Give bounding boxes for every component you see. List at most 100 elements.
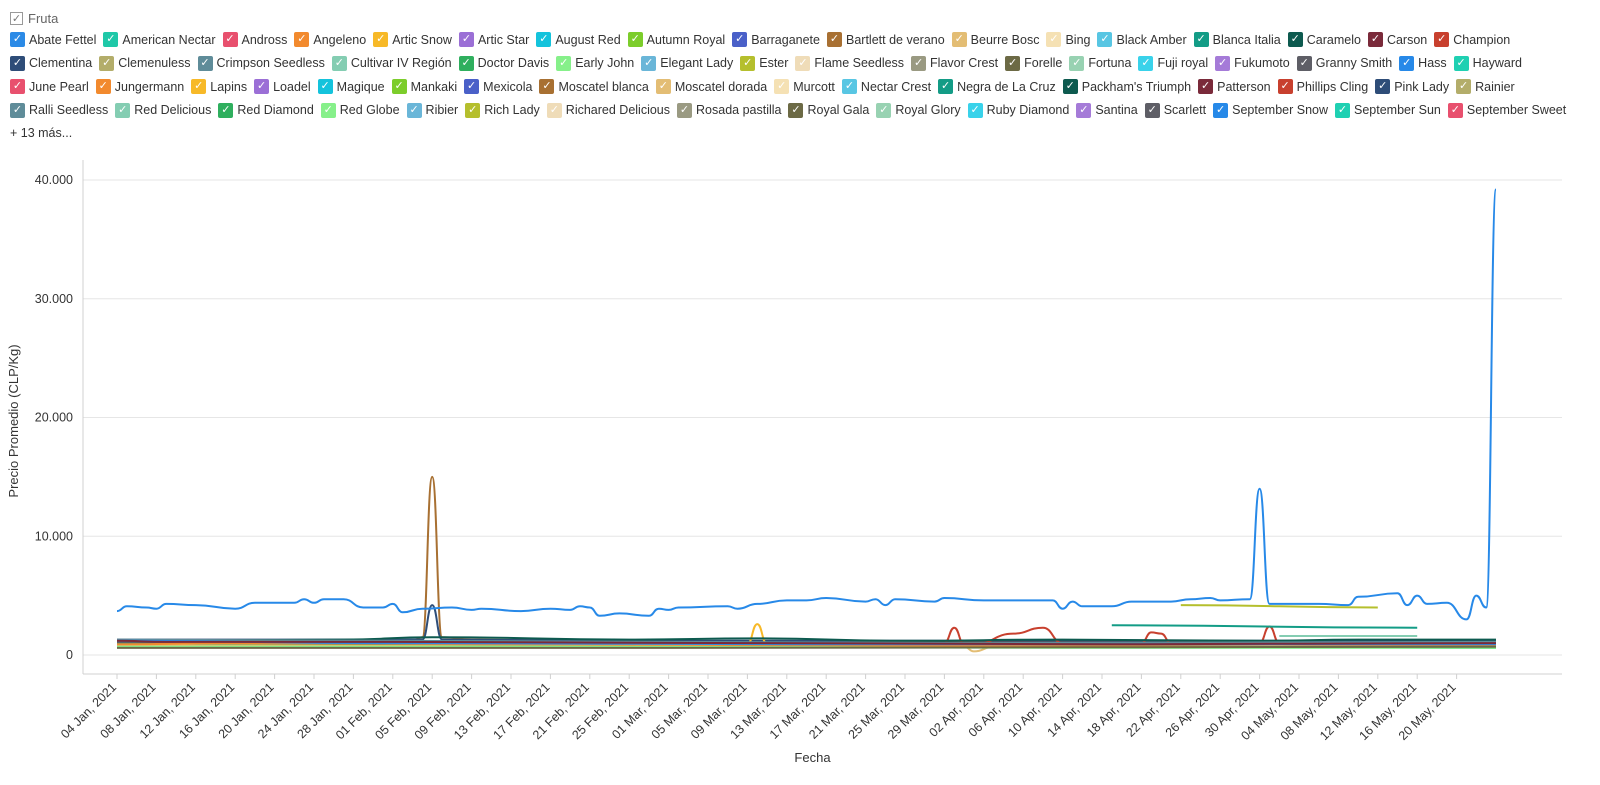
legend-item[interactable]: ✓ Forelle (1005, 52, 1062, 76)
legend-item[interactable]: ✓ September Snow (1213, 99, 1328, 123)
legend-checkbox-icon[interactable]: ✓ (1453, 55, 1469, 71)
legend-checkbox-icon[interactable]: ✓ (1434, 32, 1450, 48)
legend-item[interactable]: ✓ Hass (1399, 52, 1447, 76)
legend-checkbox-icon[interactable]: ✓ (1138, 55, 1154, 71)
legend-checkbox-icon[interactable]: ✓ (774, 79, 790, 95)
legend-checkbox-icon[interactable]: ✓ (115, 102, 131, 118)
legend-item[interactable]: ✓ Lapins (191, 75, 247, 99)
legend-item[interactable]: ✓ Negra de La Cruz (938, 75, 1056, 99)
legend-item[interactable]: ✓ Flame Seedless (795, 52, 904, 76)
legend-checkbox-icon[interactable]: ✓ (1005, 55, 1021, 71)
legend-item[interactable]: ✓ Crimpson Seedless (197, 52, 325, 76)
legend-checkbox-icon[interactable]: ✓ (458, 55, 474, 71)
legend-item[interactable]: ✓ Cultivar IV Región (331, 52, 452, 76)
legend-item[interactable]: ✓ Phillips Cling (1277, 75, 1368, 99)
legend-checkbox-icon[interactable]: ✓ (1335, 102, 1350, 118)
legend-item[interactable]: ✓ Packham's Triumph (1062, 75, 1191, 99)
legend-item[interactable]: ✓ Royal Glory (876, 99, 961, 123)
legend-checkbox-icon[interactable]: ✓ (1193, 32, 1209, 48)
legend-checkbox-icon[interactable]: ✓ (1215, 55, 1231, 71)
legend-checkbox-icon[interactable]: ✓ (1287, 32, 1303, 48)
legend-checkbox-icon[interactable]: ✓ (320, 102, 336, 118)
legend-item[interactable]: ✓ Ralli Seedless (10, 99, 108, 123)
legend-item[interactable]: ✓ Nectar Crest (841, 75, 931, 99)
legend-checkbox-icon[interactable]: ✓ (465, 102, 481, 118)
legend-item[interactable]: ✓ Pink Lady (1375, 75, 1449, 99)
legend-item[interactable]: ✓ June Pearl (10, 75, 89, 99)
legend-checkbox-icon[interactable]: ✓ (539, 79, 555, 95)
legend-checkbox-icon[interactable]: ✓ (197, 55, 213, 71)
legend-checkbox-icon[interactable]: ✓ (191, 79, 207, 95)
legend-checkbox-icon[interactable]: ✓ (795, 55, 811, 71)
legend-checkbox-icon[interactable]: ✓ (556, 55, 572, 71)
legend-item[interactable]: ✓ Hayward (1453, 52, 1522, 76)
legend-checkbox-icon[interactable]: ✓ (458, 32, 474, 48)
legend-item[interactable]: ✓ Red Diamond (218, 99, 314, 123)
legend-checkbox-icon[interactable]: ✓ (1277, 79, 1293, 95)
legend-item[interactable]: ✓ Mexicola (464, 75, 532, 99)
legend-select-all-checkbox-icon[interactable]: ✓ (10, 11, 23, 25)
legend-checkbox-icon[interactable]: ✓ (10, 55, 25, 71)
legend-checkbox-icon[interactable]: ✓ (876, 102, 892, 118)
legend-checkbox-icon[interactable]: ✓ (10, 32, 25, 48)
legend-checkbox-icon[interactable]: ✓ (1213, 102, 1229, 118)
legend-checkbox-icon[interactable]: ✓ (1375, 79, 1391, 95)
legend-item[interactable]: ✓ Granny Smith (1296, 52, 1392, 76)
legend-checkbox-icon[interactable]: ✓ (1296, 55, 1312, 71)
legend-item[interactable]: ✓ Fortuna (1069, 52, 1131, 76)
legend-checkbox-icon[interactable]: ✓ (294, 32, 310, 48)
legend-checkbox-icon[interactable]: ✓ (951, 32, 967, 48)
legend-item[interactable]: ✓ Flavor Crest (911, 52, 998, 76)
legend-item[interactable]: ✓ Murcott (774, 75, 835, 99)
legend-item[interactable]: ✓ Mankaki (391, 75, 457, 99)
legend-item[interactable]: ✓ Ruby Diamond (967, 99, 1069, 123)
legend-item[interactable]: ✓ Rosada pastilla (677, 99, 781, 123)
legend-item[interactable]: ✓ Clementina (10, 52, 92, 76)
legend-item[interactable]: ✓ Rainier (1456, 75, 1515, 99)
legend-checkbox-icon[interactable]: ✓ (218, 102, 234, 118)
legend-checkbox-icon[interactable]: ✓ (103, 32, 119, 48)
legend-item[interactable]: ✓ Blanca Italia (1193, 28, 1281, 52)
legend-item[interactable]: ✓ Doctor Davis (458, 52, 549, 76)
legend-item[interactable]: ✓ Andross (222, 28, 287, 52)
legend-item[interactable]: ✓ Royal Gala (788, 99, 869, 123)
legend-checkbox-icon[interactable]: ✓ (99, 55, 115, 71)
legend-header[interactable]: ✓ Fruta (10, 8, 1595, 28)
legend-item[interactable]: ✓ August Red (536, 28, 621, 52)
legend-checkbox-icon[interactable]: ✓ (740, 55, 756, 71)
legend-checkbox-icon[interactable]: ✓ (95, 79, 111, 95)
legend-item[interactable]: ✓ Magique (317, 75, 385, 99)
legend-item[interactable]: ✓ Artic Star (458, 28, 529, 52)
legend-item[interactable]: ✓ Fukumoto (1215, 52, 1290, 76)
legend-checkbox-icon[interactable]: ✓ (317, 79, 333, 95)
legend-item[interactable]: ✓ Elegant Lady (641, 52, 733, 76)
legend-checkbox-icon[interactable]: ✓ (1076, 102, 1092, 118)
legend-checkbox-icon[interactable]: ✓ (373, 32, 389, 48)
legend-checkbox-icon[interactable]: ✓ (732, 32, 748, 48)
legend-checkbox-icon[interactable]: ✓ (391, 79, 407, 95)
legend-item[interactable]: ✓ Santina (1076, 99, 1138, 123)
legend-more-link[interactable]: + 13 más... (10, 126, 73, 140)
legend-checkbox-icon[interactable]: ✓ (1198, 79, 1214, 95)
legend-item[interactable]: ✓ Bartlett de verano (827, 28, 945, 52)
legend-item[interactable]: ✓ Ribier (406, 99, 458, 123)
legend-item[interactable]: ✓ Moscatel blanca (539, 75, 649, 99)
legend-item[interactable]: ✓ September Sun (1335, 99, 1441, 123)
legend-item[interactable]: ✓ Autumn Royal (627, 28, 725, 52)
legend-checkbox-icon[interactable]: ✓ (10, 102, 25, 118)
legend-item[interactable]: ✓ Red Globe (320, 99, 400, 123)
legend-checkbox-icon[interactable]: ✓ (1144, 102, 1160, 118)
legend-item[interactable]: ✓ Early John (556, 52, 634, 76)
legend-item[interactable]: ✓ September Sweet (1447, 99, 1566, 123)
legend-item[interactable]: ✓ Bing (1046, 28, 1090, 52)
legend-item[interactable]: ✓ Ester (740, 52, 788, 76)
legend-item[interactable]: ✓ Red Delicious (115, 99, 211, 123)
legend-checkbox-icon[interactable]: ✓ (938, 79, 954, 95)
legend-checkbox-icon[interactable]: ✓ (677, 102, 693, 118)
legend-checkbox-icon[interactable]: ✓ (967, 102, 983, 118)
legend-checkbox-icon[interactable]: ✓ (254, 79, 270, 95)
legend-item[interactable]: ✓ Fuji royal (1138, 52, 1208, 76)
legend-checkbox-icon[interactable]: ✓ (1399, 55, 1415, 71)
legend-checkbox-icon[interactable]: ✓ (1069, 55, 1085, 71)
legend-checkbox-icon[interactable]: ✓ (911, 55, 927, 71)
